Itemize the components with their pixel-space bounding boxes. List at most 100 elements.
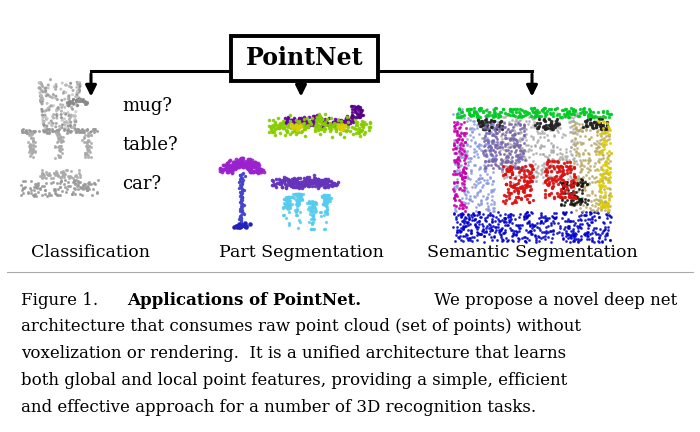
Point [576,159,587,166]
Point [506,226,517,233]
Point [531,112,542,119]
Point [306,199,317,206]
Point [450,159,461,165]
Point [305,199,316,206]
Point [596,177,608,184]
Point [241,160,253,167]
Point [349,109,360,116]
Point [522,110,533,117]
Point [602,231,613,238]
Point [284,180,295,187]
Point [234,208,246,215]
Point [451,219,462,226]
Point [506,227,517,234]
Point [586,142,597,149]
Point [515,196,526,203]
Point [355,107,366,114]
Point [545,149,557,156]
Point [563,216,574,222]
Point [491,151,502,158]
Point [603,164,614,171]
Point [553,124,564,131]
Point [497,139,508,146]
Point [586,210,597,216]
Point [593,197,604,203]
Point [463,175,474,181]
Point [36,81,47,88]
Point [565,150,576,157]
Point [570,195,581,202]
Point [575,181,587,187]
Point [38,119,49,126]
Point [509,182,520,189]
Point [561,237,572,244]
Point [487,121,498,127]
Point [335,121,346,128]
Point [330,121,341,128]
Point [517,134,528,141]
Point [493,208,504,215]
Point [354,113,365,120]
Point [505,135,517,142]
Point [27,139,38,146]
Point [577,221,588,228]
Point [327,122,338,129]
Point [458,140,469,146]
Point [531,234,542,241]
Point [540,218,551,225]
Point [554,146,566,152]
Point [484,221,496,228]
Point [505,148,517,155]
Point [219,162,230,168]
Point [507,183,518,190]
Point [463,108,475,115]
Point [573,185,584,192]
Point [595,114,606,121]
Point [290,117,301,124]
Point [557,236,568,243]
Point [481,170,492,177]
Point [494,228,505,235]
Point [459,147,470,154]
Point [320,200,331,207]
Point [239,160,251,167]
Point [293,191,304,198]
Point [241,158,253,165]
Point [257,166,268,173]
Point [456,130,467,137]
Point [594,235,605,242]
Point [335,126,346,133]
Point [27,130,38,137]
Point [598,219,609,226]
Point [499,131,510,138]
Point [85,139,96,146]
Point [323,196,334,203]
Point [496,168,507,175]
Point [603,177,614,184]
Point [489,200,500,207]
Point [57,187,68,194]
Point [504,173,515,180]
Point [356,121,367,127]
Point [321,122,332,129]
Point [294,197,305,203]
Point [556,215,567,222]
Point [564,118,575,125]
Point [520,118,531,125]
Point [31,184,42,191]
Point [584,157,595,164]
Point [230,223,241,230]
Point [532,106,543,113]
Point [293,200,304,207]
Point [500,147,511,154]
Point [583,235,594,242]
Point [551,214,562,221]
Point [326,180,337,187]
Point [55,101,66,108]
Point [291,127,302,134]
Point [339,127,350,134]
Point [512,153,524,160]
Point [457,238,468,245]
Point [573,120,584,127]
Point [65,168,76,175]
